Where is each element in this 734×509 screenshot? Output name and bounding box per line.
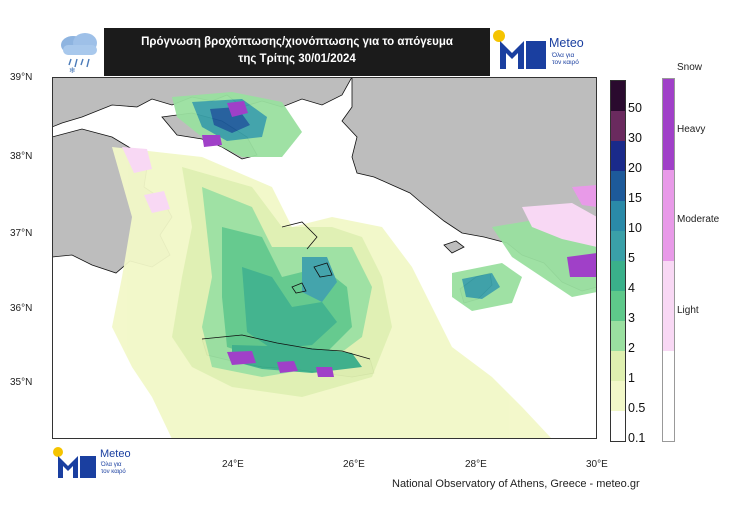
precip-band bbox=[611, 291, 625, 321]
kos-land bbox=[443, 240, 465, 254]
snow-light-label: Light bbox=[677, 305, 699, 316]
lon-label-28: 28°E bbox=[465, 459, 487, 470]
snow-heavy-band bbox=[663, 79, 674, 170]
lat-label-35: 35°N bbox=[10, 377, 33, 388]
precip-level-label: 4 bbox=[628, 281, 635, 295]
snow-moderate-label: Moderate bbox=[677, 214, 720, 225]
svg-text:❄: ❄ bbox=[69, 66, 76, 75]
precip-band bbox=[611, 411, 625, 441]
precip-band bbox=[611, 111, 625, 141]
precip-level-label: 0.5 bbox=[628, 401, 646, 415]
precip-band bbox=[611, 231, 625, 261]
meteo-logo-top bbox=[492, 29, 596, 75]
logo-brand-top: Meteo bbox=[549, 36, 584, 50]
logo-tagline-bottom: Όλα για τον καιρό bbox=[101, 462, 126, 475]
title-bar bbox=[104, 28, 490, 76]
precipitation-map bbox=[52, 77, 597, 439]
lat-label-38: 38°N bbox=[10, 151, 33, 162]
precip-colorbar-labels: 50 30 20 15 10 5 4 3 2 1 0.5 0.1 bbox=[628, 80, 668, 445]
precip-band bbox=[611, 141, 625, 171]
precip-band bbox=[611, 171, 625, 201]
lon-label-30: 30°E bbox=[586, 459, 608, 470]
precip-band bbox=[611, 351, 625, 381]
precip-level-label: 3 bbox=[628, 311, 635, 325]
precip-band bbox=[611, 381, 625, 411]
precip-level-label: 2 bbox=[628, 341, 635, 355]
precip-level-label: 5 bbox=[628, 251, 635, 265]
snow-colorbar bbox=[662, 78, 675, 442]
snow-light-band bbox=[663, 261, 674, 351]
precip-band bbox=[611, 261, 625, 291]
precip-level-label: 20 bbox=[628, 161, 642, 175]
forecast-date: της Τρίτης 30/01/2024 bbox=[238, 53, 356, 65]
logo-tagline-top: Όλα για τον καιρό bbox=[552, 52, 579, 66]
precip-level-label: 15 bbox=[628, 191, 642, 205]
precip-level-label: 30 bbox=[628, 131, 642, 145]
logo-brand-bottom: Meteo bbox=[100, 448, 131, 460]
precip-band bbox=[611, 321, 625, 351]
precip-level-label: 0.1 bbox=[628, 431, 646, 445]
snow-none-band bbox=[663, 351, 674, 441]
snow-scale-title: Snow bbox=[677, 62, 703, 73]
precip-level-label: 10 bbox=[628, 221, 642, 235]
precip-level-label: 50 bbox=[628, 101, 642, 115]
lat-label-36: 36°N bbox=[10, 303, 33, 314]
lat-label-37: 37°N bbox=[10, 228, 33, 239]
snow-moderate-band bbox=[663, 170, 674, 261]
meteo-logo-bottom bbox=[52, 446, 142, 480]
snow-heavy-label: Heavy bbox=[677, 124, 706, 135]
forecast-title: Πρόγνωση βροχόπτωσης/χιονόπτωσης για το … bbox=[141, 36, 453, 48]
precip-band bbox=[611, 201, 625, 231]
precip-colorbar bbox=[610, 80, 626, 442]
lon-label-24: 24°E bbox=[222, 459, 244, 470]
precip-band bbox=[611, 81, 625, 111]
credit-text: National Observatory of Athens, Greece -… bbox=[392, 478, 640, 490]
lat-label-39: 39°N bbox=[10, 72, 33, 83]
lon-label-26: 26°E bbox=[343, 459, 365, 470]
precip-level-label: 1 bbox=[628, 371, 635, 385]
rain-cloud-icon: ❄ bbox=[55, 29, 103, 75]
